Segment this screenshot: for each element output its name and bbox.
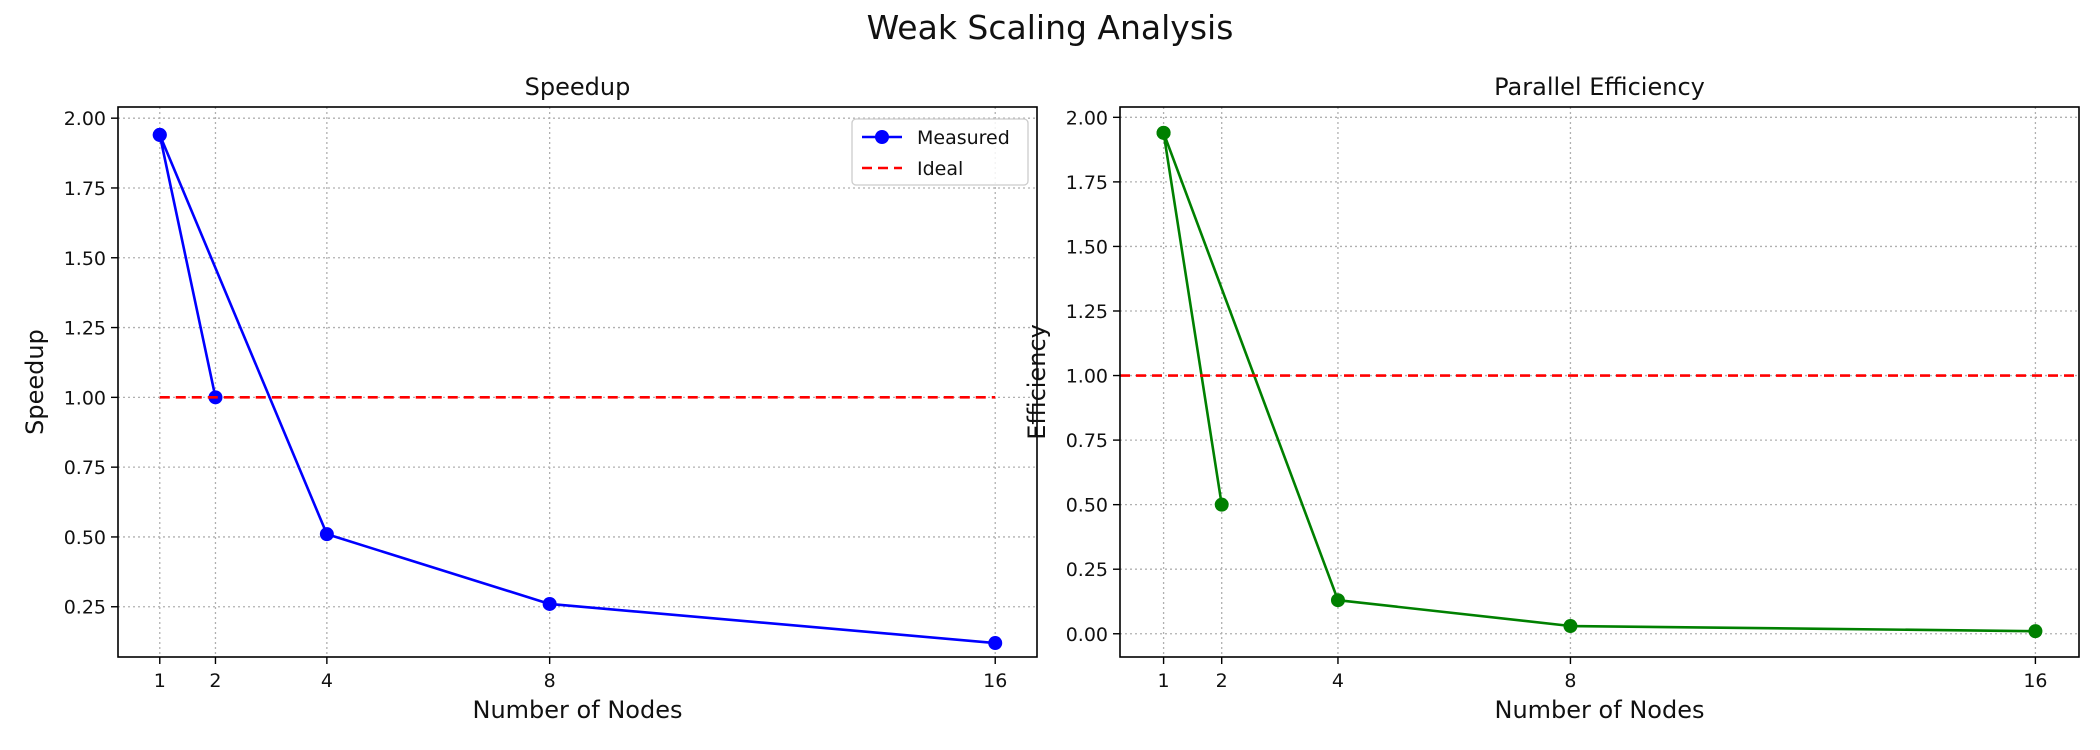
data-point <box>542 596 557 611</box>
x-tick-label: 1 <box>1158 670 1170 692</box>
legend-marker <box>875 130 889 144</box>
data-point <box>988 636 1003 651</box>
y-tick-label: 1.25 <box>1066 301 1108 323</box>
y-tick-label: 1.50 <box>1066 236 1108 258</box>
y-tick-label: 1.50 <box>64 248 106 270</box>
data-point <box>1214 497 1229 512</box>
y-tick-label: 1.25 <box>64 318 106 340</box>
x-tick-label: 4 <box>321 670 333 692</box>
x-tick-label: 8 <box>544 670 556 692</box>
series-line-1 <box>1162 131 2036 633</box>
y-tick-label: 0.25 <box>64 597 106 619</box>
y-tick-label: 0.25 <box>1066 559 1108 581</box>
data-point <box>319 527 334 542</box>
data-point <box>1330 593 1345 608</box>
plot-area-frame <box>117 106 1038 658</box>
y-tick-label: 0.00 <box>1066 624 1108 646</box>
x-tick-label: 8 <box>1564 670 1576 692</box>
y-tick-label: 0.50 <box>1066 495 1108 517</box>
chart-title: Speedup <box>525 73 631 101</box>
chart-title: Parallel Efficiency <box>1494 73 1705 101</box>
y-tick-label: 1.00 <box>1066 366 1108 388</box>
x-tick-label: 16 <box>2023 670 2047 692</box>
legend-label: Measured <box>917 127 1010 149</box>
x-tick-label: 4 <box>1332 670 1344 692</box>
data-point <box>2028 624 2043 639</box>
x-axis-label: Number of Nodes <box>473 696 683 724</box>
y-axis-label: Speedup <box>21 329 49 435</box>
legend: Measured Ideal <box>851 118 1029 186</box>
y-tick-label: 1.00 <box>64 387 106 409</box>
data-point <box>1156 125 1171 140</box>
plot-area-frame <box>1119 106 2080 658</box>
x-axis-label: Number of Nodes <box>1495 696 1705 724</box>
y-tick-label: 0.50 <box>64 527 106 549</box>
data-point <box>152 127 167 142</box>
y-tick-label: 0.75 <box>64 457 106 479</box>
y-tick-label: 1.75 <box>64 178 106 200</box>
chart-panel-1: 1 2 4 8 16 0.25 0.50 0.75 1.00 1.25 1.50 1.75 2.00 Sp… <box>21 73 1038 724</box>
x-tick-label: 2 <box>209 670 221 692</box>
y-tick-label: 2.00 <box>1066 107 1108 129</box>
series-line-1 <box>158 133 996 645</box>
y-axis-label: Efficiency <box>1023 324 1051 440</box>
chart-panel-2: 1 2 4 8 16 0.00 0.25 0.50 0.75 1.00 1.25 1.50 1.75 2.… <box>1023 73 2080 724</box>
data-point <box>1563 619 1578 634</box>
x-tick-label: 1 <box>154 670 166 692</box>
y-tick-label: 1.75 <box>1066 172 1108 194</box>
y-tick-label: 2.00 <box>64 108 106 130</box>
y-tick-label: 0.75 <box>1066 430 1108 452</box>
legend-label: Ideal <box>917 158 963 180</box>
x-tick-label: 16 <box>983 670 1007 692</box>
figure-title: Weak Scaling Analysis <box>866 8 1234 47</box>
x-tick-label: 2 <box>1216 670 1228 692</box>
